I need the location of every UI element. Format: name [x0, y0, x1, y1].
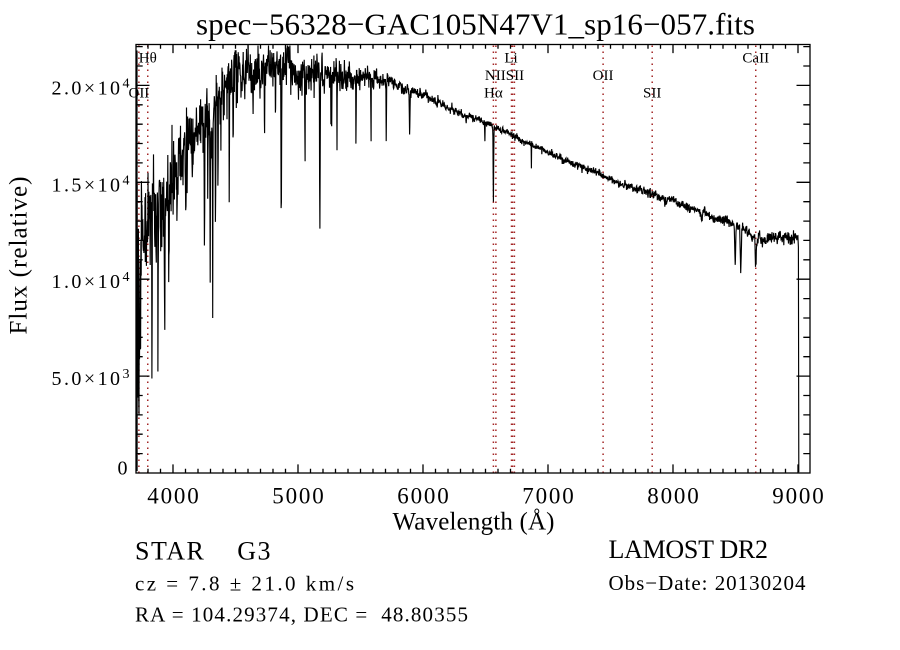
svg-text:Flux (relative): Flux (relative): [6, 177, 33, 335]
svg-text:Hα: Hα: [484, 85, 503, 101]
svg-text:RA = 104.29374, DEC = 48.8035: RA = 104.29374, DEC = 48.80355: [135, 603, 468, 627]
svg-text:cz = 7.8 ± 21.0 km/s: cz = 7.8 ± 21.0 km/s: [135, 572, 354, 596]
svg-text:LAMOST DR2: LAMOST DR2: [609, 535, 769, 564]
svg-text:0: 0: [118, 458, 128, 480]
svg-text:Hθ: Hθ: [139, 51, 157, 67]
svg-text:1.5×104: 1.5×10 4: [52, 173, 130, 196]
svg-text:spec−56328−GAC105N47V1_sp16−05: spec−56328−GAC105N47V1_sp16−057.fits: [196, 7, 755, 42]
svg-text:6000: 6000: [397, 484, 449, 509]
svg-text:Obs−Date: 20130204: Obs−Date: 20130204: [609, 571, 807, 595]
svg-text:OII: OII: [128, 85, 149, 101]
svg-text:2.0×104: 2.0×10 4: [52, 76, 130, 99]
svg-text:9000: 9000: [772, 484, 824, 509]
svg-text:SII: SII: [643, 85, 661, 101]
svg-text:STAR G3: STAR G3: [135, 537, 271, 566]
svg-text:5000: 5000: [272, 484, 324, 509]
svg-text:5.0×103: 5.0×10 3: [52, 367, 130, 390]
svg-text:Li: Li: [504, 51, 517, 67]
svg-text:Wavelength (Å): Wavelength (Å): [393, 509, 555, 536]
svg-text:OII: OII: [593, 68, 614, 84]
svg-text:CaII: CaII: [742, 51, 769, 67]
svg-text:8000: 8000: [647, 484, 699, 509]
svg-text:NIISII: NIISII: [485, 68, 524, 84]
svg-text:7000: 7000: [522, 484, 574, 509]
svg-text:4000: 4000: [147, 484, 199, 509]
svg-text:1.0×104: 1.0×10 4: [52, 270, 130, 293]
